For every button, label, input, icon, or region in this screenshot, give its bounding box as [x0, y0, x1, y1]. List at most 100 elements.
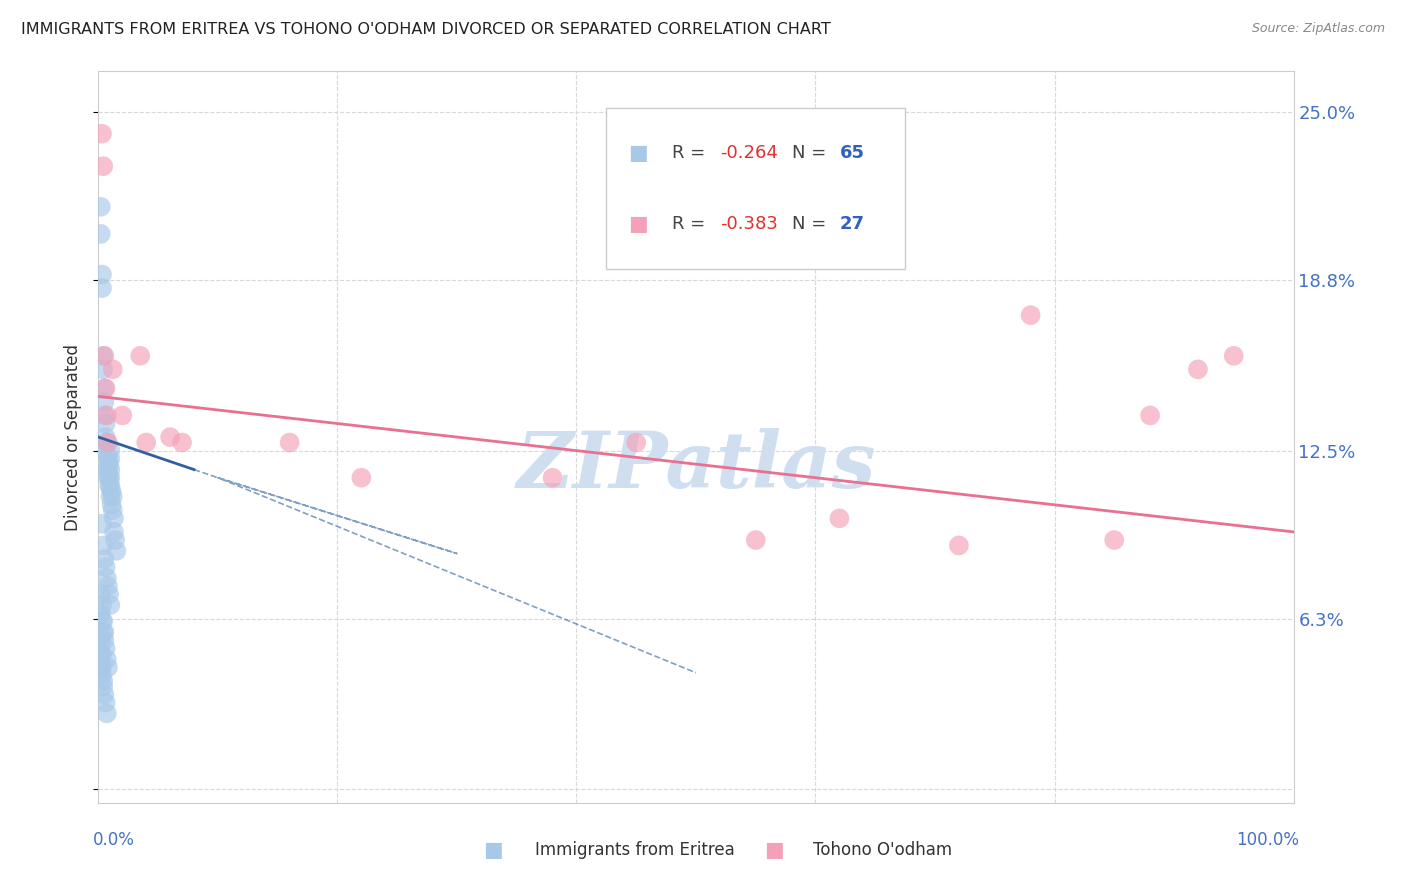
Point	[101, 362, 124, 376]
Point	[98, 471, 121, 485]
Point	[98, 451, 122, 466]
Point	[93, 688, 115, 702]
Point	[828, 511, 851, 525]
Point	[1187, 362, 1209, 376]
Point	[98, 471, 122, 485]
Point	[90, 587, 112, 601]
Point	[98, 587, 121, 601]
Point	[105, 544, 128, 558]
Point	[350, 471, 373, 485]
Point	[1139, 409, 1161, 423]
Point	[90, 227, 112, 241]
Text: 65: 65	[839, 144, 865, 162]
Point	[96, 409, 118, 423]
Point	[745, 533, 768, 547]
Text: -0.383: -0.383	[720, 215, 778, 233]
Point	[1019, 308, 1042, 322]
Text: -0.264: -0.264	[720, 144, 778, 162]
Point	[94, 381, 117, 395]
Point	[91, 615, 114, 629]
Text: R =: R =	[672, 144, 711, 162]
Point	[100, 484, 122, 499]
Point	[172, 435, 194, 450]
Point	[91, 673, 114, 688]
Point	[98, 462, 122, 476]
Point	[91, 668, 114, 682]
Point	[91, 349, 114, 363]
Point	[91, 615, 114, 629]
Point	[98, 598, 122, 612]
Y-axis label: Divorced or Separated: Divorced or Separated	[65, 343, 83, 531]
Text: ■: ■	[763, 840, 783, 861]
Point	[91, 516, 114, 531]
Point	[101, 503, 124, 517]
Point	[97, 462, 120, 476]
Point	[90, 647, 112, 661]
Point	[541, 471, 564, 485]
Text: Immigrants from Eritrea: Immigrants from Eritrea	[534, 841, 734, 859]
Point	[91, 281, 114, 295]
Point	[96, 652, 118, 666]
Text: 0.0%: 0.0%	[93, 830, 135, 848]
Text: R =: R =	[672, 215, 711, 233]
Point	[91, 538, 114, 552]
Point	[93, 349, 115, 363]
Point	[91, 598, 114, 612]
Point	[97, 660, 120, 674]
Point	[94, 696, 117, 710]
Point	[94, 641, 117, 656]
Point	[90, 606, 112, 620]
Text: 100.0%: 100.0%	[1236, 830, 1299, 848]
Point	[90, 200, 112, 214]
Point	[91, 159, 114, 173]
Point	[93, 552, 115, 566]
Point	[96, 435, 118, 450]
Point	[159, 430, 181, 444]
Point	[96, 462, 118, 476]
Point	[91, 660, 114, 674]
Point	[101, 490, 124, 504]
Point	[98, 490, 122, 504]
Point	[91, 647, 114, 661]
Point	[91, 268, 114, 282]
Text: ■: ■	[628, 143, 648, 163]
Point	[103, 511, 125, 525]
Point	[103, 524, 125, 539]
Point	[90, 660, 112, 674]
Point	[1223, 349, 1246, 363]
Text: ■: ■	[628, 214, 648, 234]
Point	[111, 409, 134, 423]
Point	[98, 457, 121, 471]
Text: N =: N =	[792, 215, 831, 233]
Point	[135, 435, 157, 450]
Point	[98, 443, 122, 458]
Point	[93, 409, 115, 423]
Point	[948, 538, 970, 552]
Text: N =: N =	[792, 144, 831, 162]
Point	[104, 533, 127, 547]
Text: ZIPatlas: ZIPatlas	[516, 428, 876, 505]
Point	[91, 362, 114, 376]
Point	[94, 417, 117, 431]
Point	[96, 449, 118, 463]
Text: ■: ■	[482, 840, 503, 861]
Point	[626, 435, 648, 450]
Point	[98, 479, 122, 493]
Point	[97, 451, 120, 466]
Point	[91, 679, 114, 693]
Text: Tohono O'odham: Tohono O'odham	[813, 841, 952, 859]
Point	[97, 435, 120, 450]
Point	[94, 430, 117, 444]
FancyBboxPatch shape	[606, 108, 905, 268]
Point	[1104, 533, 1126, 547]
Point	[96, 571, 118, 585]
Text: Source: ZipAtlas.com: Source: ZipAtlas.com	[1251, 22, 1385, 36]
Text: 27: 27	[839, 215, 865, 233]
Point	[98, 479, 121, 493]
Point	[93, 625, 115, 640]
Point	[93, 395, 115, 409]
Point	[93, 633, 115, 648]
Point	[93, 381, 115, 395]
Point	[96, 706, 118, 721]
Point	[91, 127, 114, 141]
